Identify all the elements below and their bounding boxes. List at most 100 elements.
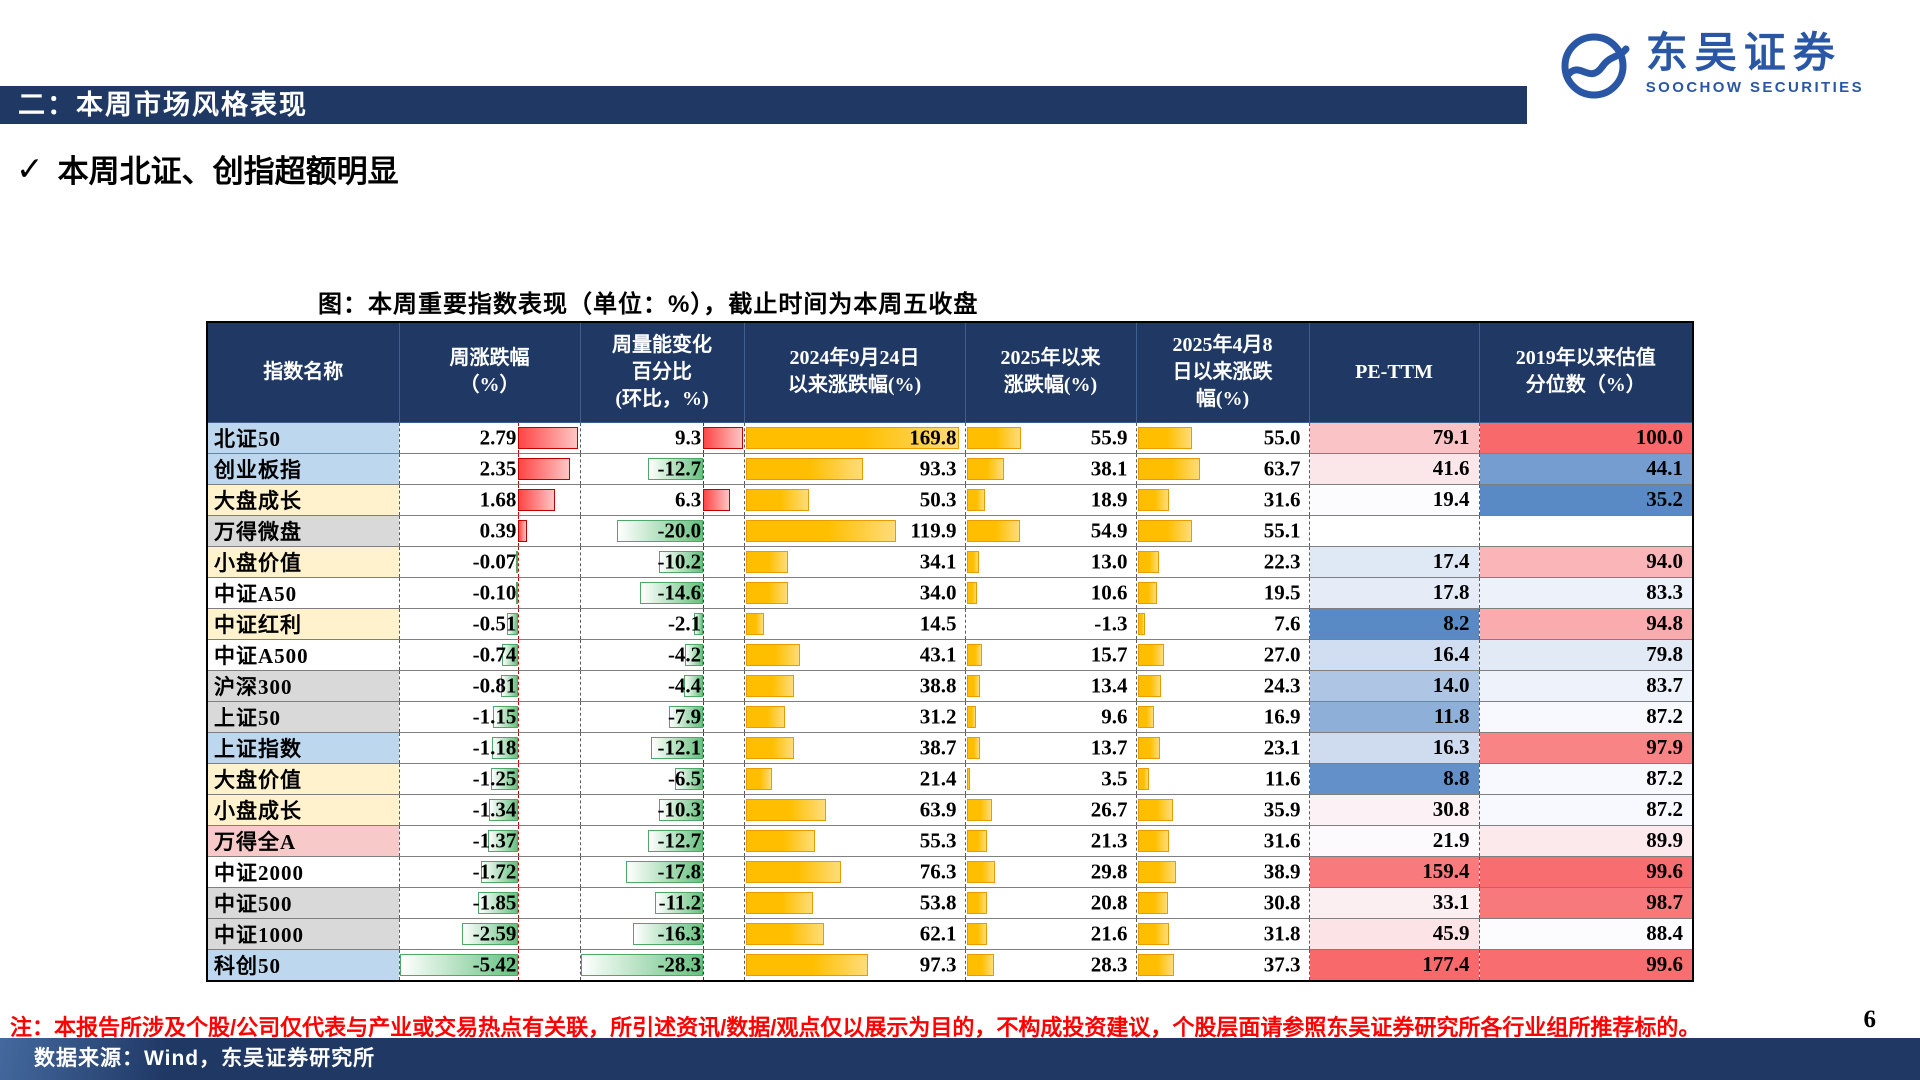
- data-bar-cell: -20.0: [579, 514, 744, 546]
- negative-data-bar: [639, 581, 704, 604]
- index-name-cell: 沪深300: [206, 669, 399, 701]
- data-bar-cell: 43.1: [743, 638, 965, 670]
- heatmap-cell: 17.8: [1308, 576, 1479, 608]
- negative-data-bar: [492, 736, 519, 759]
- orange-data-bar: [966, 705, 976, 728]
- positive-data-bar: [518, 519, 527, 542]
- bar-axis-line: [703, 515, 705, 546]
- data-bar-cell: 6.3: [579, 483, 744, 515]
- orange-data-bar: [1137, 612, 1145, 635]
- heatmap-cell: 100.0: [1478, 421, 1693, 453]
- negative-data-bar: [500, 674, 519, 697]
- cell-value: 21.3: [1090, 828, 1128, 852]
- check-icon: ✓: [16, 150, 44, 187]
- data-bar-cell: 30.8: [1135, 886, 1309, 918]
- heatmap-cell: 99.6: [1478, 948, 1693, 981]
- orange-data-bar: [745, 922, 824, 945]
- data-bar-cell: -17.8: [579, 855, 744, 887]
- heatmap-cell: 83.7: [1478, 669, 1693, 701]
- cell-value: 14.5: [919, 611, 957, 635]
- data-bar-cell: 38.9: [1135, 855, 1309, 887]
- orange-data-bar: [745, 736, 795, 759]
- orange-data-bar: [745, 891, 814, 914]
- data-bar-cell: 11.6: [1135, 762, 1309, 794]
- cell-value: -28.3: [657, 952, 702, 976]
- data-bar-cell: -2.1: [579, 607, 744, 639]
- index-name-cell: 科创50: [206, 948, 399, 981]
- data-bar-cell: -16.3: [579, 917, 744, 949]
- heatmap-cell: 17.4: [1308, 545, 1479, 577]
- data-bar-cell: 14.5: [743, 607, 965, 639]
- negative-data-bar: [399, 953, 519, 976]
- logo-name-cn: 东吴证券: [1645, 30, 1842, 77]
- cell-value: -11.2: [658, 890, 702, 914]
- cell-value: 27.0: [1263, 642, 1301, 666]
- data-bar-cell: 21.3: [964, 824, 1136, 856]
- data-bar-cell: -28.3: [579, 948, 744, 981]
- heatmap-cell: 16.4: [1308, 638, 1479, 670]
- data-bar-cell: 29.8: [964, 855, 1136, 887]
- cell-value: -17.8: [657, 859, 702, 883]
- cell-value: 119.9: [910, 518, 957, 542]
- orange-data-bar: [745, 953, 868, 976]
- cell-value: -1.72: [472, 859, 517, 883]
- table-row: 中证红利 -0.51 -2.1 14.5 -1.3 7.6 8.2 94.8: [206, 607, 1693, 639]
- orange-data-bar: [1137, 767, 1149, 790]
- bar-axis-line: [703, 949, 705, 980]
- table-row: 科创50 -5.42 -28.3 97.3 28.3 37.3 177.4 99.6: [206, 948, 1693, 981]
- cell-value: 26.7: [1090, 797, 1128, 821]
- key-point: ✓ 本周北证、创指超额明显: [16, 146, 399, 191]
- cell-value: -0.74: [472, 642, 517, 666]
- cell-value: 29.8: [1090, 859, 1128, 883]
- cell-value: 13.7: [1090, 735, 1128, 759]
- heatmap-cell: 79.8: [1478, 638, 1693, 670]
- cell-value: -12.7: [657, 828, 702, 852]
- heatmap-cell: 11.8: [1308, 700, 1479, 732]
- index-name-cell: 中证500: [206, 886, 399, 918]
- cell-value: 28.3: [1090, 952, 1128, 976]
- data-bar-cell: 62.1: [743, 917, 965, 949]
- data-bar-cell: 54.9: [964, 514, 1136, 546]
- cell-value: -10.2: [657, 549, 702, 573]
- cell-value: 15.7: [1090, 642, 1128, 666]
- data-bar-cell: -4.2: [579, 638, 744, 670]
- index-performance-table: 指数名称 周涨跌幅 （%） 周量能变化 百分比 (环比，%) 2024年9月24日 以…: [206, 321, 1694, 982]
- data-bar-cell: 2.35: [398, 452, 580, 484]
- cell-value: -4.2: [667, 642, 702, 666]
- positive-data-bar: [703, 488, 731, 511]
- bar-axis-line: [703, 453, 705, 484]
- index-name-cell: 小盘价值: [206, 545, 399, 577]
- bar-axis-line: [518, 670, 520, 701]
- table-row: 小盘成长 -1.34 -10.3 63.9 26.7 35.9 30.8 87.2: [206, 793, 1693, 825]
- table-row: 沪深300 -0.81 -4.4 38.8 13.4 24.3 14.0 83.7: [206, 669, 1693, 701]
- bar-axis-line: [518, 918, 520, 949]
- data-bar-cell: 26.7: [964, 793, 1136, 825]
- cell-value: -1.25: [472, 766, 517, 790]
- data-bar-cell: 55.9: [964, 421, 1136, 453]
- figure-title: 图：本周重要指数表现（单位：%），截止时间为本周五收盘: [318, 291, 979, 318]
- data-bar-cell: 0.39: [398, 514, 580, 546]
- data-bar-cell: -4.4: [579, 669, 744, 701]
- orange-data-bar: [966, 581, 977, 604]
- cell-value: 1.68: [479, 487, 517, 511]
- data-bar-cell: -1.15: [398, 700, 580, 732]
- orange-data-bar: [745, 457, 863, 480]
- cell-value: 9.6: [1101, 704, 1128, 728]
- heatmap-cell: 87.2: [1478, 700, 1693, 732]
- negative-data-bar: [684, 643, 704, 666]
- heatmap-cell: [1478, 514, 1693, 546]
- index-name-cell: 中证2000: [206, 855, 399, 887]
- data-bar-cell: 3.5: [964, 762, 1136, 794]
- bar-axis-line: [518, 825, 520, 856]
- orange-data-bar: [1137, 581, 1157, 604]
- table-row: 中证A50 -0.10 -14.6 34.0 10.6 19.5 17.8 83.3: [206, 576, 1693, 608]
- cell-value: -5.42: [472, 952, 517, 976]
- data-bar-cell: -5.42: [398, 948, 580, 981]
- cell-value: -1.34: [472, 797, 517, 821]
- cell-value: -1.18: [472, 735, 517, 759]
- data-bar-cell: -0.10: [398, 576, 580, 608]
- data-bar-cell: -0.07: [398, 545, 580, 577]
- data-bar-cell: 35.9: [1135, 793, 1309, 825]
- cell-value: 76.3: [919, 859, 957, 883]
- cell-value: 38.9: [1263, 859, 1301, 883]
